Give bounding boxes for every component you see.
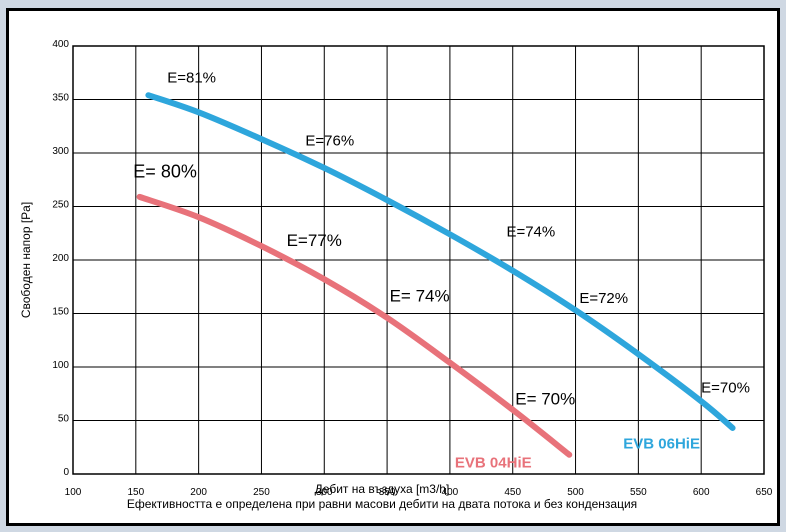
x-axis-label: Дебит на въздуха [m3/h]	[315, 482, 450, 496]
x-tick-label: 300	[316, 487, 333, 498]
x-tick-label: 400	[442, 487, 459, 498]
y-tick-label: 250	[52, 200, 69, 211]
y-tick-label: 200	[52, 253, 69, 264]
efficiency-annotation: E=81%	[167, 69, 216, 86]
x-tick-label: 550	[630, 487, 647, 498]
x-tick-labels: 100 150 200 250 300 350 400 450 500 550 600 650	[65, 487, 773, 498]
series-labels: EVB 06HiE EVB 04HiE	[455, 435, 700, 471]
x-tick-label: 600	[693, 487, 710, 498]
chart-svg: 100 150 200 250 300 350 400 450 500 550 600 650 0 50…	[19, 39, 773, 511]
x-tick-label: 100	[65, 487, 82, 498]
efficiency-annotation: E= 74%	[390, 287, 450, 306]
y-tick-label: 50	[58, 414, 70, 425]
series-label-evb-06hie: EVB 06HiE	[623, 435, 700, 452]
series-line-evb-04hie	[136, 193, 573, 458]
y-tick-labels: 0 50 100 150 200 250 300 350 400	[52, 39, 69, 478]
efficiency-annotation: E=74%	[506, 223, 555, 240]
x-tick-label: 250	[253, 487, 270, 498]
y-axis-label: Свободен напор [Pa]	[19, 202, 33, 318]
efficiency-annotation: E= 80%	[133, 162, 197, 182]
x-tick-label: 500	[567, 487, 584, 498]
x-tick-label: 450	[504, 487, 521, 498]
chart-frame: 100 150 200 250 300 350 400 450 500 550 600 650 0 50…	[6, 8, 780, 526]
x-tick-label: 650	[756, 487, 773, 498]
efficiency-annotation: E=70%	[701, 380, 750, 397]
plot-area-border	[72, 45, 765, 475]
series-line-evb-06hie	[145, 92, 736, 431]
efficiency-annotation: E= 70%	[515, 389, 575, 408]
efficiency-annotation: E=77%	[287, 231, 342, 250]
series-label-evb-04hie: EVB 04HiE	[455, 455, 532, 472]
x-tick-label: 350	[379, 487, 396, 498]
chart-footnote: Ефективността е определена при равни мас…	[127, 497, 637, 511]
y-tick-label: 350	[52, 93, 69, 104]
y-tick-label: 400	[52, 39, 69, 50]
x-tick-label: 150	[127, 487, 144, 498]
efficiency-annotations: E=81% E=76% E=74% E=72% E=70% E= 80% E=77% E= 7…	[133, 69, 750, 408]
x-tick-label: 200	[190, 487, 207, 498]
y-tick-label: 150	[52, 307, 69, 318]
grid	[72, 45, 765, 475]
y-tick-label: 100	[52, 360, 69, 371]
efficiency-annotation: E=72%	[579, 290, 628, 307]
series-lines	[136, 92, 736, 458]
y-tick-label: 0	[63, 467, 69, 478]
y-tick-label: 300	[52, 146, 69, 157]
efficiency-annotation: E=76%	[305, 133, 354, 150]
